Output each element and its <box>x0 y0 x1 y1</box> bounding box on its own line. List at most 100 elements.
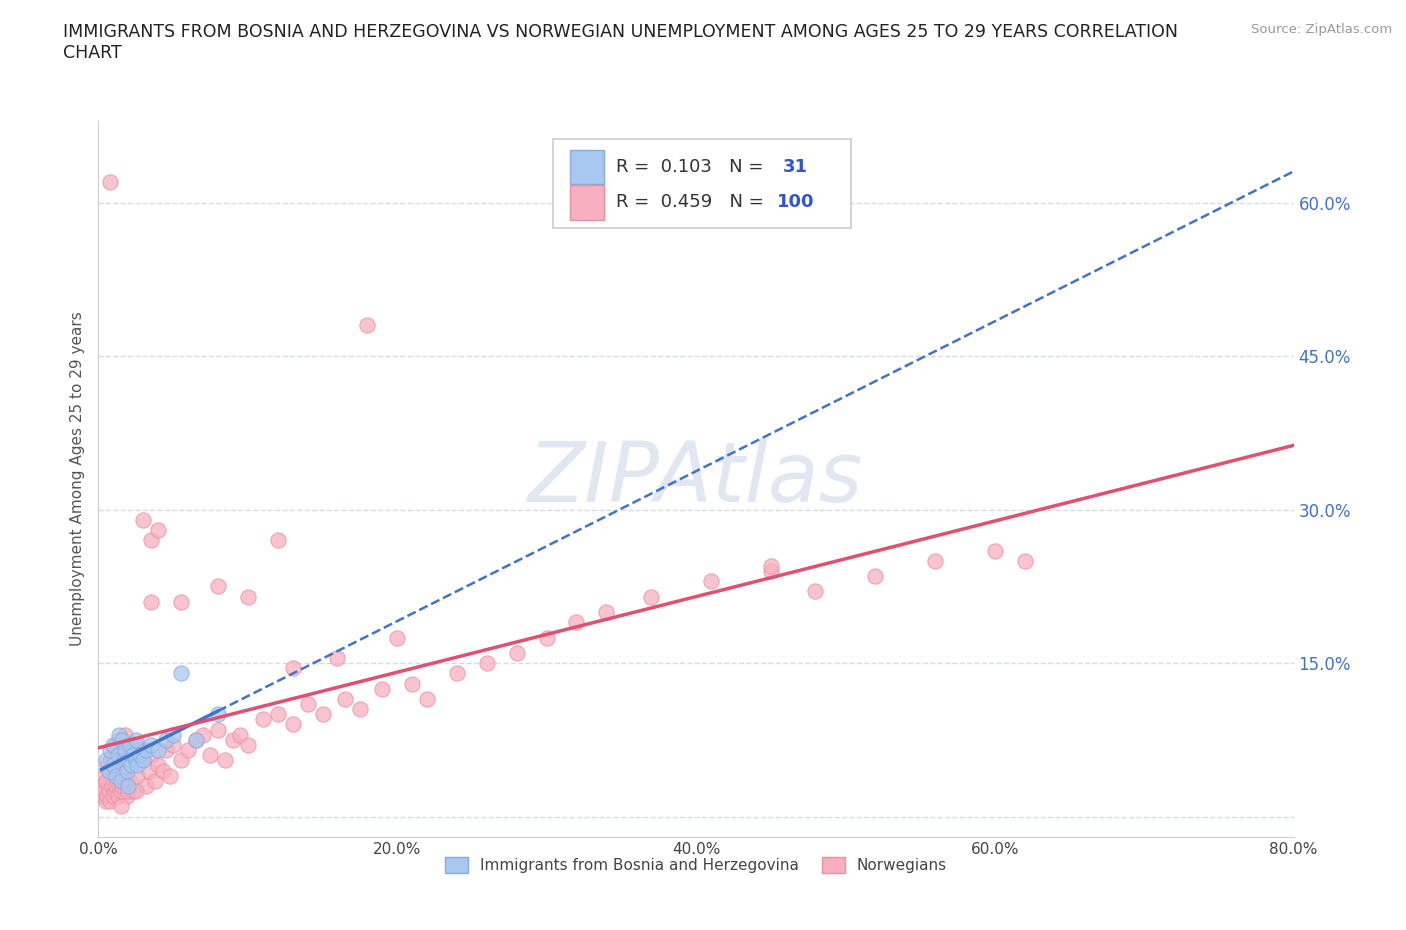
Point <box>135 742 157 757</box>
Point <box>207 723 229 737</box>
Point <box>101 778 124 793</box>
Y-axis label: Unemployment Among Ages 25 to 29 years: Unemployment Among Ages 25 to 29 years <box>69 312 84 646</box>
Point <box>865 569 887 584</box>
Point <box>110 799 132 814</box>
Point <box>138 763 160 777</box>
Point <box>96 789 118 804</box>
Point <box>110 742 132 757</box>
Point <box>297 697 319 711</box>
Point <box>222 733 245 748</box>
Point <box>125 737 148 752</box>
Point <box>98 794 122 809</box>
Point <box>104 783 127 798</box>
Point <box>93 783 115 798</box>
Point <box>595 604 617 619</box>
Point <box>120 758 142 773</box>
Point <box>135 778 157 793</box>
Point <box>924 553 946 568</box>
Point <box>96 758 118 773</box>
Point <box>98 753 122 768</box>
Point <box>184 733 207 748</box>
Point <box>349 702 371 717</box>
Point <box>111 778 134 793</box>
Point <box>105 737 128 752</box>
Point <box>177 742 200 757</box>
Point <box>110 783 132 798</box>
Point <box>236 737 259 752</box>
Point <box>117 753 139 768</box>
Point <box>132 753 155 768</box>
Point <box>139 594 162 609</box>
Point <box>114 727 136 742</box>
Point <box>139 533 162 548</box>
Point <box>104 742 127 757</box>
Point <box>169 753 191 768</box>
Point <box>267 533 290 548</box>
Text: R =  0.459   N =: R = 0.459 N = <box>616 193 769 211</box>
Point <box>200 748 222 763</box>
Point <box>416 692 439 707</box>
Legend: Immigrants from Bosnia and Herzegovina, Norwegians: Immigrants from Bosnia and Herzegovina, … <box>439 851 953 880</box>
FancyBboxPatch shape <box>571 185 605 219</box>
Text: IMMIGRANTS FROM BOSNIA AND HERZEGOVINA VS NORWEGIAN UNEMPLOYMENT AMONG AGES 25 T: IMMIGRANTS FROM BOSNIA AND HERZEGOVINA V… <box>63 23 1178 62</box>
Point <box>700 574 723 589</box>
Point <box>127 768 149 783</box>
Point <box>125 753 148 768</box>
Point <box>385 631 409 645</box>
Point <box>152 763 174 777</box>
Point <box>536 631 558 645</box>
Point <box>98 175 122 190</box>
Point <box>169 594 191 609</box>
Point <box>91 789 114 804</box>
Point <box>804 584 827 599</box>
Point <box>112 753 135 768</box>
Point <box>162 727 184 742</box>
Point <box>107 789 129 804</box>
Point <box>446 666 468 681</box>
Point <box>114 742 136 757</box>
Point <box>169 666 191 681</box>
Point <box>281 661 304 676</box>
Point <box>326 651 349 666</box>
Point <box>184 733 207 748</box>
Point <box>281 717 304 732</box>
Point <box>94 753 117 768</box>
Point <box>148 523 170 538</box>
Point <box>129 742 152 757</box>
Point <box>252 712 274 727</box>
FancyBboxPatch shape <box>571 150 605 184</box>
Point <box>191 727 214 742</box>
Point <box>103 789 125 804</box>
Point <box>640 590 662 604</box>
Point <box>125 733 148 748</box>
Point <box>159 768 181 783</box>
Point <box>114 774 136 789</box>
Point <box>111 733 134 748</box>
Point <box>162 737 184 752</box>
Point <box>105 778 128 793</box>
Point <box>118 774 141 789</box>
Point <box>984 543 1007 558</box>
Point <box>132 753 155 768</box>
Point <box>132 512 155 527</box>
Point <box>214 753 236 768</box>
Point <box>108 733 131 748</box>
Point <box>97 783 120 798</box>
Point <box>506 645 529 660</box>
Point <box>107 748 129 763</box>
Point <box>97 763 120 777</box>
Point <box>565 615 588 630</box>
Point <box>101 748 124 763</box>
Point <box>108 778 131 793</box>
Point <box>1014 553 1036 568</box>
Point <box>127 758 149 773</box>
Point <box>110 774 132 789</box>
Point <box>118 737 141 752</box>
Point <box>94 794 117 809</box>
FancyBboxPatch shape <box>553 139 852 229</box>
Text: 31: 31 <box>783 158 808 176</box>
Point <box>371 681 394 696</box>
Point <box>207 707 229 722</box>
Text: 100: 100 <box>778 193 814 211</box>
Point <box>139 737 162 752</box>
